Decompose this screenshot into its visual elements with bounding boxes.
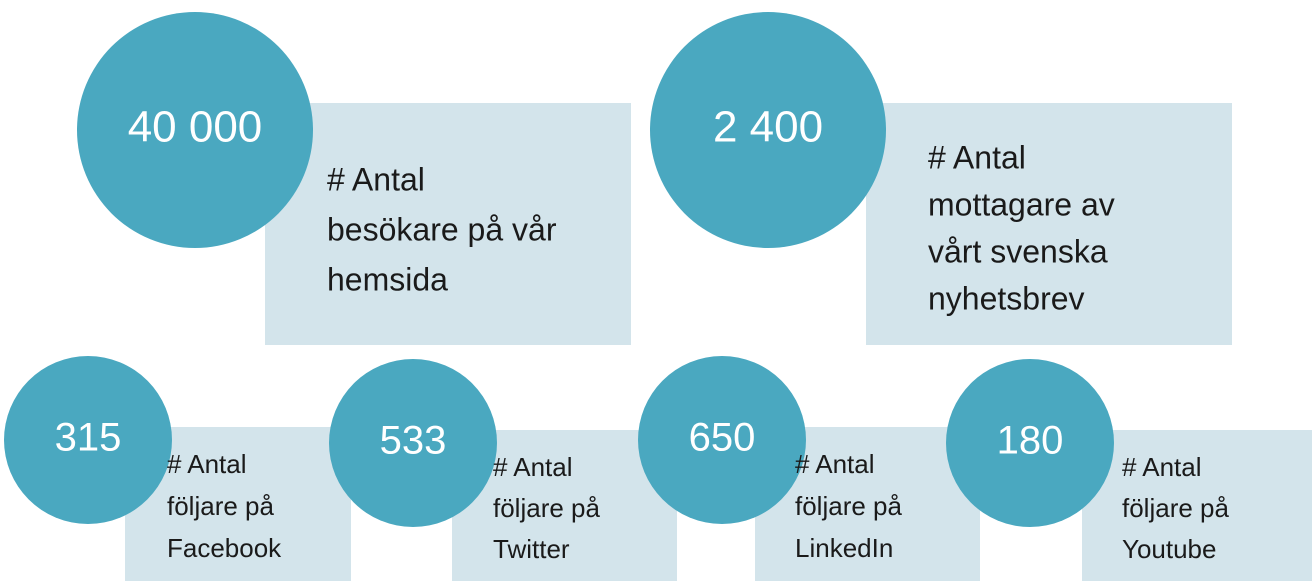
stat-label: besökare på vår	[327, 211, 557, 247]
stat-value: 40 000	[128, 103, 263, 152]
stat-box	[1082, 430, 1312, 581]
stat-label: mottagare av	[928, 186, 1115, 222]
stat-value: 650	[689, 416, 756, 460]
stat-label: # Antal	[928, 139, 1026, 175]
stat-circle	[77, 12, 313, 248]
stat-label: följare på	[493, 493, 600, 523]
stat-box	[265, 103, 631, 345]
stat-value: 533	[380, 419, 447, 463]
stat-circle	[4, 356, 172, 524]
stat-circle	[946, 359, 1114, 527]
stat-label: # Antal	[327, 161, 425, 197]
stat-label: Twitter	[493, 534, 570, 564]
stat-label: vårt svenska	[928, 233, 1108, 269]
stat-label: # Antal	[493, 452, 573, 482]
stat-value: 2 400	[713, 103, 823, 152]
stat-box	[866, 103, 1232, 345]
stat-label: # Antal	[1122, 452, 1202, 482]
stat-circle	[638, 356, 806, 524]
stat-label: # Antal	[167, 449, 247, 479]
stat-value: 315	[55, 416, 122, 460]
stat-label: hemsida	[327, 261, 448, 297]
stat-label: följare på	[1122, 493, 1229, 523]
stat-label: LinkedIn	[795, 533, 893, 563]
stat-value: 180	[997, 419, 1064, 463]
stat-label: Facebook	[167, 533, 282, 563]
stat-label: Youtube	[1122, 534, 1216, 564]
stat-circle	[329, 359, 497, 527]
stat-label: # Antal	[795, 449, 875, 479]
stat-label: nyhetsbrev	[928, 280, 1085, 316]
stat-label: följare på	[167, 491, 274, 521]
stat-label: följare på	[795, 491, 902, 521]
stat-circle	[650, 12, 886, 248]
